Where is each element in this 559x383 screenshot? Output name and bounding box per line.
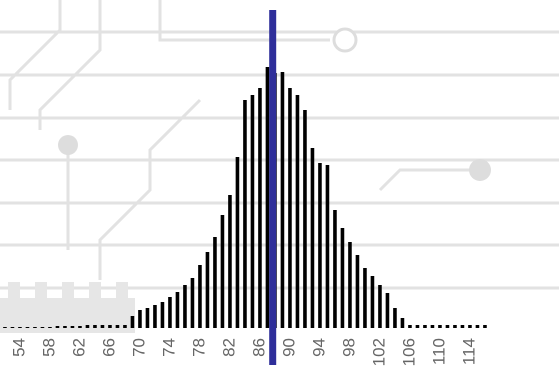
bar <box>10 327 15 328</box>
bar <box>213 237 217 328</box>
bar <box>423 325 427 328</box>
bar <box>265 67 270 328</box>
bar <box>130 316 135 328</box>
bar <box>258 88 262 328</box>
background <box>0 0 559 333</box>
bar <box>310 148 315 328</box>
bar <box>348 242 352 328</box>
bar <box>355 255 360 328</box>
bar <box>55 326 60 328</box>
bar <box>78 326 82 328</box>
bar <box>63 326 67 328</box>
bar <box>33 327 37 328</box>
bar <box>430 325 435 328</box>
bar <box>205 252 210 328</box>
bar <box>18 327 22 328</box>
bar <box>460 325 465 328</box>
bar <box>145 308 150 328</box>
x-tick-label: 110 <box>429 338 448 365</box>
x-tick-label: 86 <box>249 338 268 357</box>
bar <box>295 95 300 328</box>
bar <box>183 285 187 328</box>
x-tick-label: 90 <box>279 338 298 357</box>
bar <box>100 325 105 328</box>
bar <box>160 302 165 328</box>
bar <box>340 228 345 328</box>
bar <box>115 325 120 328</box>
bar <box>475 325 480 328</box>
bar <box>385 293 390 328</box>
bar <box>220 215 225 328</box>
x-tick-label: 98 <box>339 338 358 357</box>
bar <box>415 325 420 328</box>
x-tick-label: 70 <box>129 338 148 357</box>
x-tick-label: 78 <box>189 338 208 357</box>
bar <box>370 276 375 328</box>
bar <box>243 100 247 328</box>
x-tick-label: 62 <box>69 338 88 357</box>
bar <box>400 318 405 328</box>
bar <box>408 325 412 328</box>
bar <box>280 72 285 328</box>
bar <box>190 278 195 328</box>
bar <box>393 308 397 328</box>
bar <box>378 285 382 328</box>
bar <box>288 88 292 328</box>
bar <box>318 163 322 328</box>
bar <box>228 195 232 328</box>
bar <box>468 325 472 328</box>
bar <box>138 310 142 328</box>
bar <box>250 95 255 328</box>
bar <box>123 325 127 328</box>
x-tick-label: 58 <box>39 338 58 357</box>
bar <box>93 325 97 328</box>
bar <box>40 327 45 328</box>
x-tick-label: 106 <box>399 338 418 366</box>
x-tick-label: 102 <box>369 338 388 366</box>
x-tick-label: 74 <box>159 338 178 357</box>
x-tick-label: 114 <box>459 338 478 365</box>
bar <box>168 297 172 328</box>
x-tick-label: 66 <box>99 338 118 357</box>
bar <box>85 325 90 328</box>
bar <box>235 157 240 328</box>
bar <box>3 327 7 328</box>
bar <box>363 268 367 328</box>
bar <box>325 165 330 328</box>
bar <box>303 110 307 328</box>
bar <box>48 327 52 328</box>
bar <box>198 265 202 328</box>
bar <box>483 325 487 328</box>
x-tick-label: 54 <box>9 338 28 357</box>
x-tick-label: 94 <box>309 338 328 357</box>
bar <box>70 326 75 328</box>
bar <box>25 327 30 328</box>
bar <box>438 325 442 328</box>
bar <box>453 325 457 328</box>
bar <box>445 325 450 328</box>
bar <box>108 325 112 328</box>
bar <box>153 305 157 328</box>
bar <box>175 292 180 328</box>
x-tick-label: 82 <box>219 338 238 357</box>
bar <box>333 210 337 328</box>
